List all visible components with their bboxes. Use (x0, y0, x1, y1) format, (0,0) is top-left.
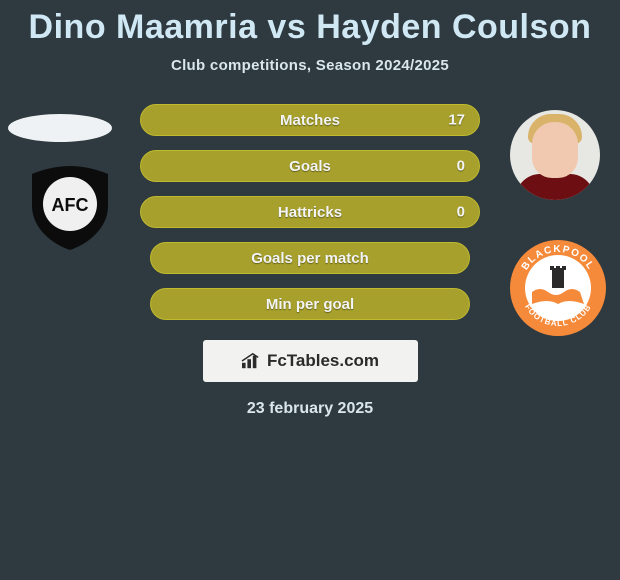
avatar-head-icon (532, 122, 578, 178)
stat-bar-goals: Goals 0 (140, 150, 480, 182)
bars-chart-icon (241, 352, 261, 370)
shield-letters: AFC (52, 195, 89, 215)
club-tower-merlon-icon (562, 266, 566, 270)
team-right-badge: BLACKPOOL FOOTBALL CLUB (508, 238, 608, 338)
player-left-avatar (8, 114, 112, 142)
comparison-content: AFC BLACKPOOL FOOTBALL CLUB (0, 104, 620, 418)
stat-label: Goals per match (251, 250, 369, 267)
stat-label: Matches (280, 112, 340, 129)
club-tower-merlon-icon (556, 266, 560, 270)
branding-box: FcTables.com (203, 340, 418, 382)
stat-label: Hattricks (278, 204, 342, 221)
stat-label: Goals (289, 158, 331, 175)
stat-bar-matches: Matches 17 (140, 104, 480, 136)
stat-value-right: 0 (457, 158, 465, 175)
footer-date: 23 february 2025 (0, 400, 620, 418)
page-subtitle: Club competitions, Season 2024/2025 (0, 57, 620, 74)
stat-value-right: 17 (448, 112, 465, 129)
stat-bars: Matches 17 Goals 0 Hattricks 0 Goals per… (140, 104, 480, 320)
team-left-badge: AFC (20, 162, 120, 252)
club-tower-merlon-icon (550, 266, 554, 270)
stat-bar-hattricks: Hattricks 0 (140, 196, 480, 228)
page-title: Dino Maamria vs Hayden Coulson (0, 0, 620, 47)
stat-bar-min-per-goal: Min per goal (150, 288, 470, 320)
stat-value-right: 0 (457, 204, 465, 221)
brand-label: FcTables.com (267, 351, 379, 371)
stat-bar-goals-per-match: Goals per match (150, 242, 470, 274)
stat-label: Min per goal (266, 296, 354, 313)
club-tower-icon (552, 268, 564, 288)
player-right-avatar (510, 110, 600, 200)
